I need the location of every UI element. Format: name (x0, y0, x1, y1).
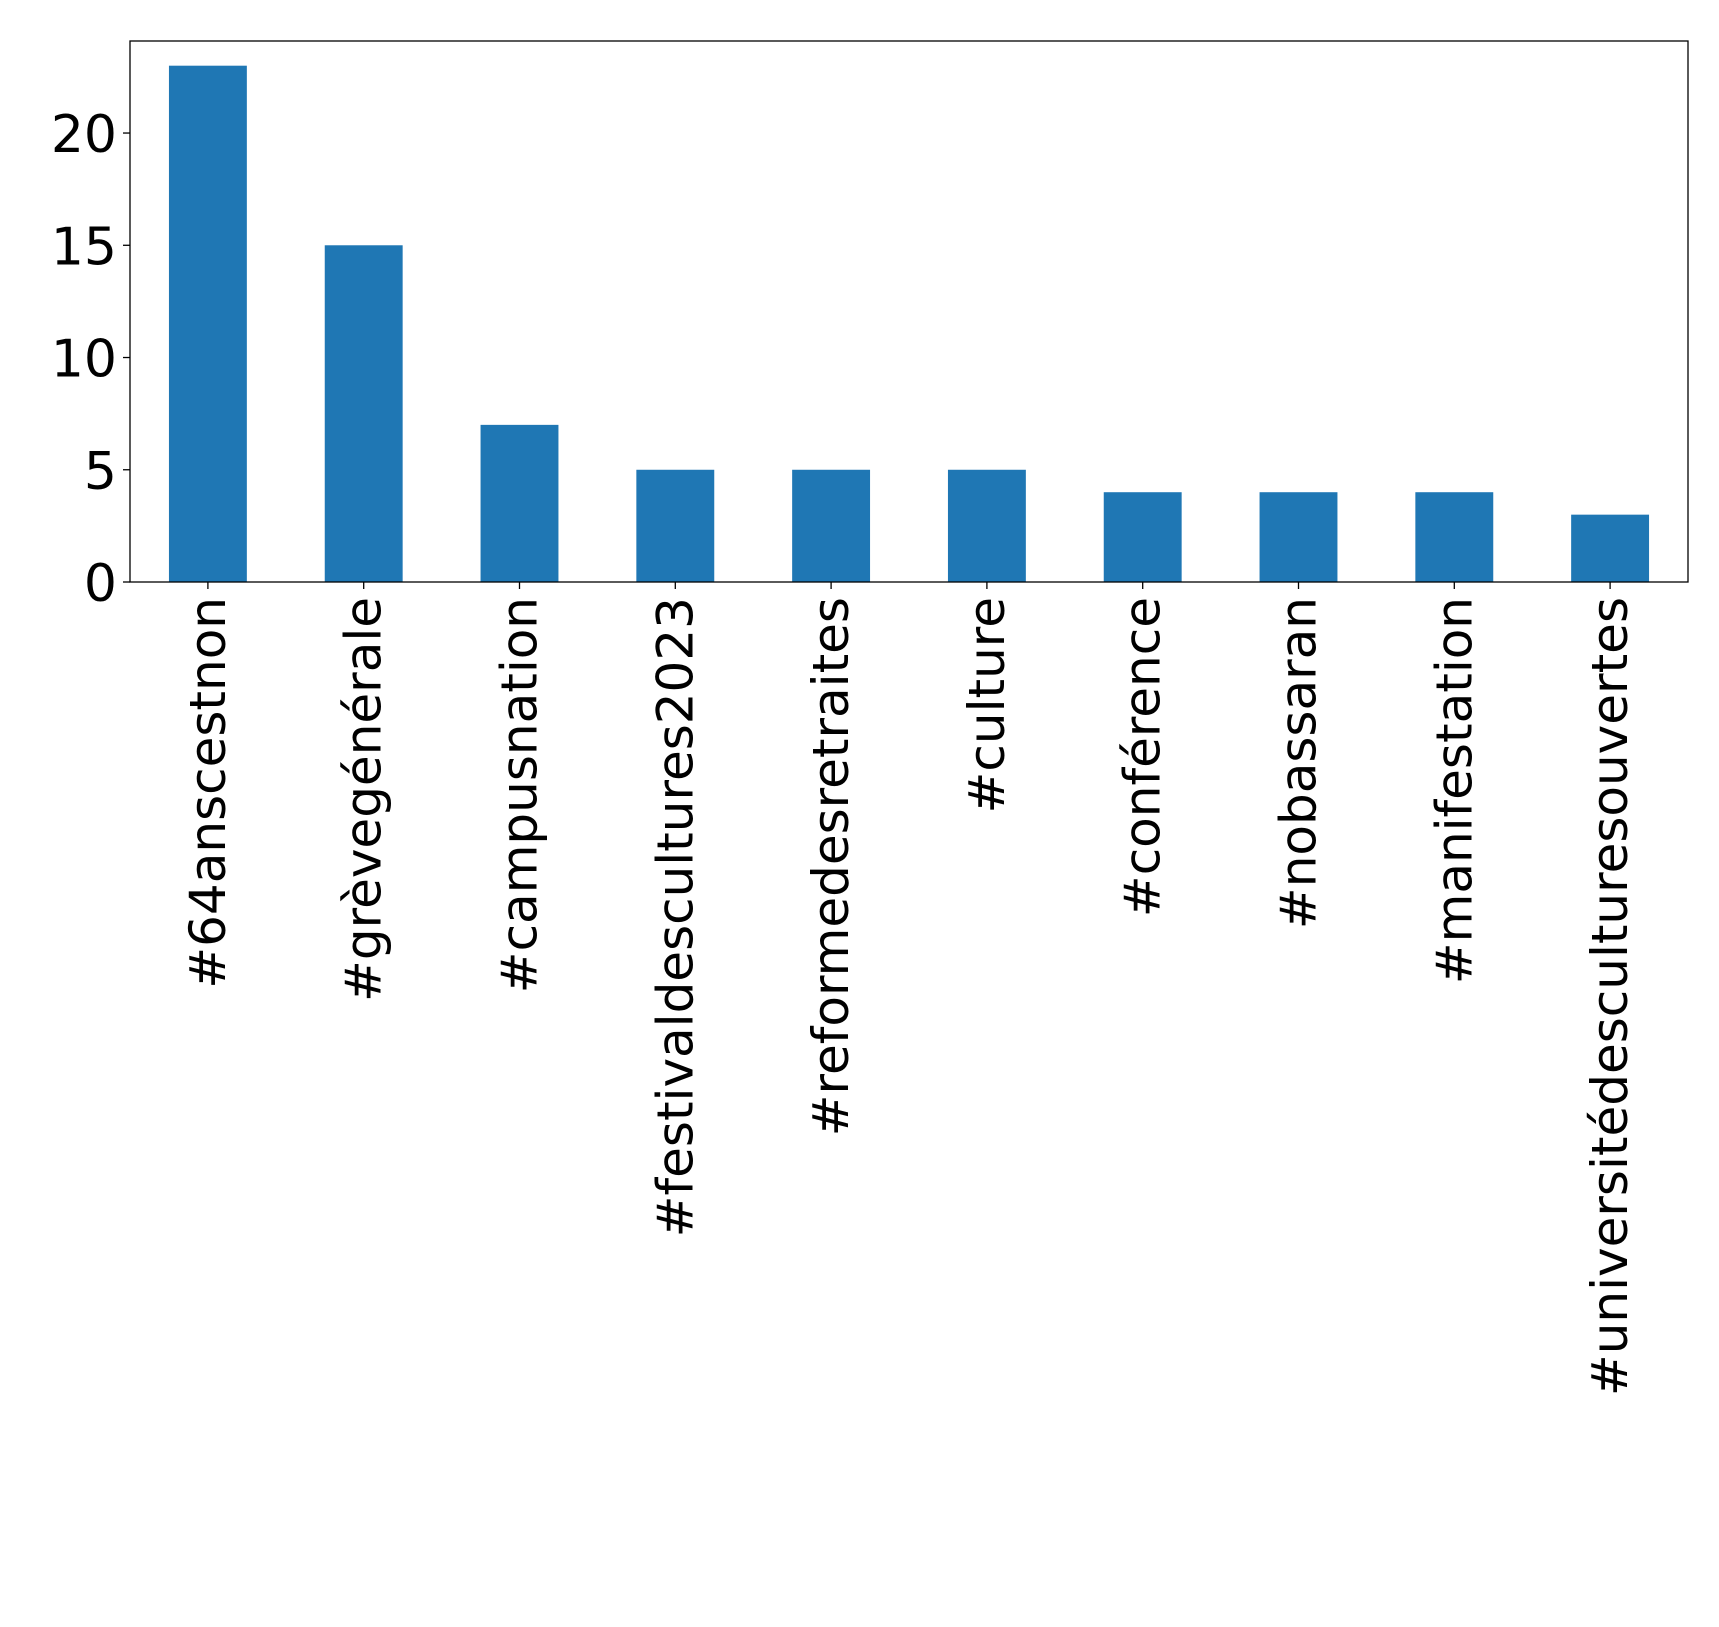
y-tick-label-1: 5 (84, 442, 117, 502)
y-tick-label-3: 15 (51, 217, 117, 277)
x-tick-label-2: #campusnation (491, 597, 549, 993)
bar-8 (1415, 492, 1494, 582)
x-tick-label-4: #reformedesretraites (802, 597, 860, 1136)
bars-group (168, 65, 1650, 583)
bar-4 (792, 469, 871, 582)
bar-9 (1571, 514, 1650, 582)
x-tick-label-1: #grèvegénérale (335, 597, 393, 1002)
y-tick-label-0: 0 (84, 554, 117, 614)
bar-5 (947, 469, 1026, 582)
y-axis: 0 5 10 15 20 (51, 105, 130, 614)
bar-7 (1259, 492, 1338, 582)
bar-6 (1103, 492, 1182, 582)
plot-frame (129, 40, 1689, 583)
bar-0 (168, 65, 247, 583)
x-tick-label-8: #manifestation (1425, 597, 1483, 984)
x-tick-label-5: #culture (958, 597, 1016, 813)
x-tick-label-0: #64anscestnon (179, 597, 237, 989)
bar-2 (480, 424, 559, 582)
x-axis: #64anscestnon #grèvegénérale #campusnation… (179, 582, 1639, 1396)
x-tick-label-6: #conférence (1114, 597, 1172, 917)
y-tick-label-2: 10 (51, 330, 117, 390)
bar-3 (636, 469, 715, 582)
y-tick-label-4: 20 (51, 105, 117, 165)
x-tick-label-3: #festivaldescultures2023 (646, 597, 704, 1237)
bar-1 (324, 245, 403, 582)
x-tick-label-7: #nobassaran (1270, 597, 1328, 929)
x-tick-label-9: #universitédesculturesouvertes (1581, 597, 1639, 1396)
